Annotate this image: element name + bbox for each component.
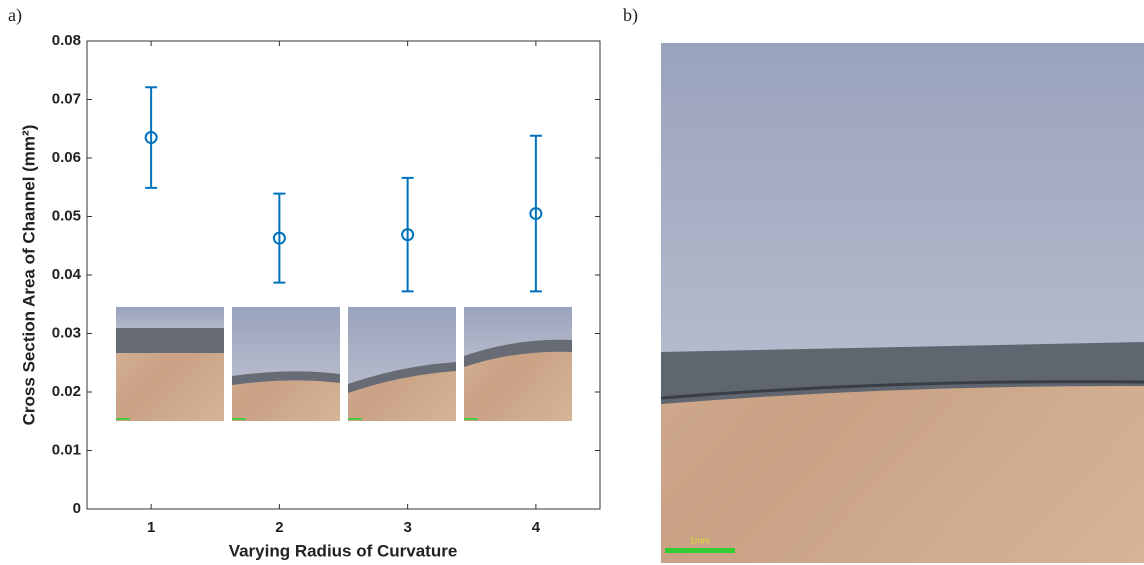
x-tick-label: 4: [532, 519, 541, 536]
marker: [401, 228, 415, 242]
x-tick-label: 2: [275, 519, 283, 536]
error-bar: [529, 134, 542, 293]
panel-label: b): [623, 5, 638, 26]
x-tick-label: 1: [147, 519, 155, 536]
plot-frame: [86, 40, 601, 510]
y-tick-label: 0.01: [52, 441, 81, 458]
scale-bar-label: 1mm: [690, 535, 710, 545]
inset-photos: [116, 307, 572, 421]
y-tick-label: 0.04: [52, 266, 82, 283]
y-tick-label: 0: [73, 500, 81, 517]
y-tick-label: 0.02: [52, 383, 81, 400]
y-tick-label: 0.08: [52, 32, 81, 49]
error-bar: [273, 192, 286, 284]
y-tick-label: 0.06: [52, 149, 81, 166]
error-bar: [145, 86, 158, 189]
y-tick-label: 0.03: [52, 324, 81, 341]
y-tick-label: 0.07: [52, 90, 81, 107]
marker: [529, 207, 543, 221]
y-axis-label: Cross Section Area of Channel (mm²): [19, 125, 38, 426]
marker: [272, 231, 286, 245]
x-tick-label: 3: [403, 519, 411, 536]
x-axis-label: Varying Radius of Curvature: [229, 541, 458, 560]
marker: [144, 131, 158, 145]
error-bar: [401, 176, 414, 293]
panel-label: a): [8, 5, 22, 26]
photo: [661, 43, 1144, 563]
y-tick-label: 0.05: [52, 207, 81, 224]
